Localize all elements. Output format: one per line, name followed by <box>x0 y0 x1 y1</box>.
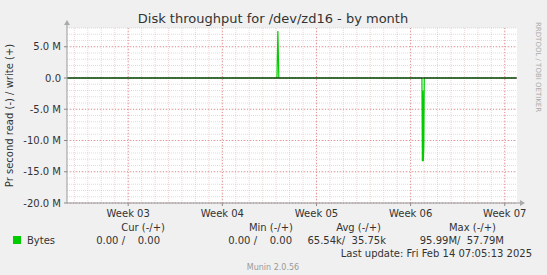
legend-swatch <box>13 236 21 244</box>
stats-header: Min (-/+) <box>249 222 293 233</box>
grid-line <box>316 28 317 203</box>
minor-grid <box>67 171 517 172</box>
x-axis <box>67 203 522 204</box>
grid-line <box>67 171 517 172</box>
stats-value: 65.54k/ 35.75k <box>307 235 386 246</box>
tick-label: Week 04 <box>201 208 244 219</box>
y-axis <box>67 22 68 203</box>
tick-label: Week 07 <box>483 208 526 219</box>
minor-grid <box>410 28 411 203</box>
minor-grid <box>67 159 517 160</box>
minor-grid <box>67 103 517 104</box>
minor-grid <box>67 40 517 41</box>
minor-grid <box>222 28 223 203</box>
minor-grid <box>67 121 517 122</box>
grid-line <box>128 28 129 203</box>
tick-label: Week 03 <box>107 208 150 219</box>
axis-arrow <box>520 200 525 206</box>
minor-grid <box>316 28 317 203</box>
minor-grid <box>67 153 517 154</box>
minor-grid <box>67 146 517 147</box>
tick-label: -10.0 M <box>23 135 61 146</box>
minor-grid <box>67 46 517 47</box>
minor-grid <box>67 28 517 29</box>
y-label: Pr second read (-) / write (+) <box>4 44 15 187</box>
minor-grid <box>67 78 517 79</box>
grid-line <box>222 28 223 203</box>
background <box>0 0 547 275</box>
tick-label: -5.0 M <box>30 104 61 115</box>
minor-grid <box>67 71 517 72</box>
tick-label: Week 05 <box>295 208 338 219</box>
grid-line <box>504 28 505 203</box>
minor-grid <box>67 109 517 110</box>
minor-grid <box>67 178 517 179</box>
minor-grid <box>74 28 75 203</box>
minor-grid <box>67 140 517 141</box>
data-group <box>68 31 516 161</box>
stats-value: 0.00 / 0.00 <box>228 235 292 246</box>
minor-grid <box>504 28 505 203</box>
plot-area <box>67 28 517 203</box>
stats-header: Cur (-/+) <box>121 222 165 233</box>
stats-header: Max (-/+) <box>449 222 496 233</box>
grid-line <box>67 140 517 141</box>
minor-grid <box>67 115 517 116</box>
minor-grid <box>67 96 517 97</box>
stats-value: 0.00 / 0.00 <box>96 235 160 246</box>
footer: Munin 2.0.56 <box>247 263 299 272</box>
stats-header: Avg (-/+) <box>336 222 381 233</box>
grid-line <box>67 46 517 47</box>
tick-label: -20.0 M <box>23 198 61 209</box>
grid-line <box>67 109 517 110</box>
minor-grid <box>67 190 517 191</box>
minor-grid <box>464 28 465 203</box>
grid-line <box>67 78 517 79</box>
minor-grid <box>67 84 517 85</box>
minor-grid <box>67 59 517 60</box>
minor-grid <box>67 34 517 35</box>
minor-grid <box>67 165 517 166</box>
tick-label: 5.0 M <box>33 41 61 52</box>
minor-grid <box>67 65 517 66</box>
tick-label: 0.0 <box>45 73 61 84</box>
minor-grid <box>67 184 517 185</box>
axis-arrow <box>64 20 70 25</box>
minor-grid <box>128 28 129 203</box>
minor-grid <box>168 28 169 203</box>
last-update: Last update: Fri Feb 14 07:05:13 2025 <box>341 248 532 259</box>
stats-value: 95.99M/ 57.79M <box>420 235 504 246</box>
grid-line <box>410 28 411 203</box>
minor-grid <box>67 134 517 135</box>
legend-label: Bytes <box>27 235 55 246</box>
minor-grid <box>67 196 517 197</box>
tick-label: -15.0 M <box>23 166 61 177</box>
minor-grid <box>67 128 517 129</box>
chart: Week 03 Week 04 Week 05 Week 06 Week 07 5.0 M… <box>0 0 547 275</box>
tick-label: Week 06 <box>389 208 432 219</box>
minor-grid <box>67 53 517 54</box>
minor-grid <box>67 90 517 91</box>
zero-line <box>67 78 517 79</box>
title: Disk throughput for /dev/zd16 - by month <box>138 11 408 26</box>
watermark: RRDTOOL / TOBI OETIKER <box>534 22 542 112</box>
series-line <box>68 31 516 161</box>
